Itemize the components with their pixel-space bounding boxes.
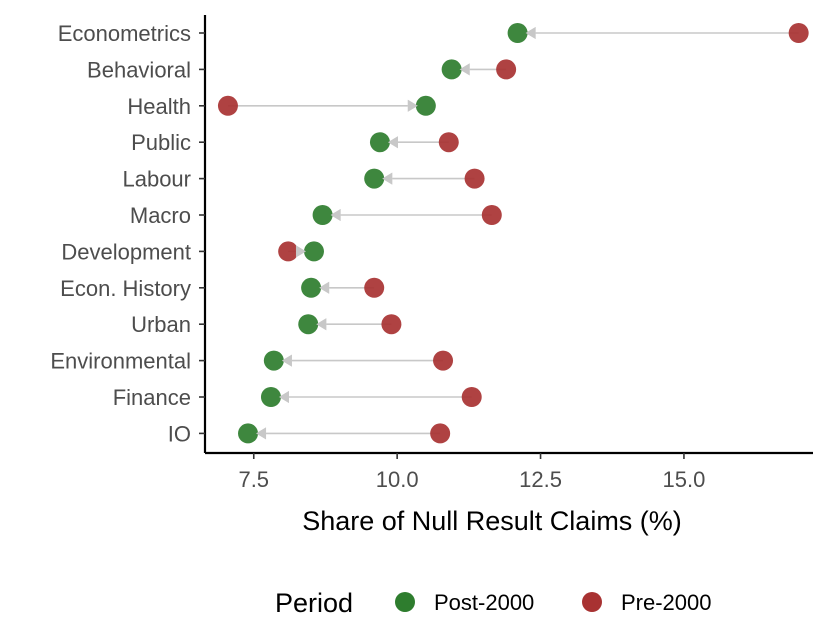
arrowhead-top-econ-history bbox=[319, 281, 330, 294]
y-tick-label-public: Public bbox=[131, 130, 191, 155]
point-pre-2000-macro bbox=[481, 205, 502, 225]
arrowhead-top-io bbox=[256, 427, 267, 440]
legend-label-post-2000: Post-2000 bbox=[434, 590, 534, 615]
point-post-2000-environmental bbox=[263, 350, 284, 371]
legend-label-pre-2000: Pre-2000 bbox=[621, 590, 712, 615]
point-post-2000-behavioral bbox=[441, 59, 462, 80]
y-tick-label-macro: Macro bbox=[130, 203, 191, 228]
point-pre-2000-econometrics bbox=[788, 23, 809, 43]
points-layer bbox=[217, 23, 809, 444]
arrowhead-top-behavioral bbox=[459, 63, 470, 76]
x-axis: 7.510.012.515.017. bbox=[205, 451, 813, 492]
y-tick-label-environmental: Environmental bbox=[50, 349, 191, 374]
point-post-2000-labour bbox=[364, 168, 385, 189]
x-axis-title: Share of Null Result Claims (%) bbox=[302, 506, 682, 536]
point-pre-2000-behavioral bbox=[496, 59, 517, 80]
arrowhead-top-development bbox=[295, 245, 306, 258]
y-tick-label-urban: Urban bbox=[131, 312, 191, 337]
x-tick-label: 15.0 bbox=[663, 467, 706, 492]
point-pre-2000-finance bbox=[461, 387, 482, 407]
y-tick-label-labour: Labour bbox=[122, 167, 191, 192]
point-post-2000-public bbox=[369, 132, 390, 153]
arrowhead-top-public bbox=[387, 136, 398, 149]
point-post-2000-macro bbox=[312, 205, 333, 225]
point-post-2000-urban bbox=[298, 314, 319, 335]
y-tick-label-behavioral: Behavioral bbox=[87, 57, 191, 82]
y-tick-label-health: Health bbox=[127, 94, 191, 119]
arrowhead-top-urban bbox=[316, 318, 327, 331]
arrowhead-top-macro bbox=[330, 209, 341, 221]
y-axis: Econometrics Behavioral Health Public Labour… bbox=[50, 15, 207, 453]
point-post-2000-health bbox=[415, 95, 436, 116]
arrowhead-top-health bbox=[407, 99, 418, 112]
legend: Period Post-2000 Pre-2000 bbox=[275, 588, 712, 618]
segments-layer bbox=[227, 27, 799, 440]
y-tick-label-finance: Finance bbox=[113, 385, 191, 410]
y-tick-label-econ-history: Econ. History bbox=[60, 276, 191, 301]
arrowhead-top-finance bbox=[278, 391, 289, 403]
point-pre-2000-urban bbox=[381, 314, 402, 335]
y-tick-label-development: Development bbox=[61, 239, 191, 264]
x-tick-label: 7.5 bbox=[238, 467, 269, 492]
arrowhead-top-labour bbox=[382, 172, 393, 185]
x-tick-label: 10.0 bbox=[376, 467, 419, 492]
legend-key-post-2000 bbox=[395, 592, 415, 612]
point-pre-2000-development bbox=[278, 241, 299, 262]
y-tick-label-econometrics: Econometrics bbox=[58, 21, 191, 46]
point-post-2000-econometrics bbox=[507, 23, 528, 43]
arrowhead-top-econometrics bbox=[525, 27, 536, 39]
point-post-2000-econ-history bbox=[301, 277, 322, 298]
legend-title: Period bbox=[275, 588, 353, 618]
point-post-2000-development bbox=[303, 241, 324, 262]
point-post-2000-io bbox=[238, 423, 259, 444]
arrowhead-top-environmental bbox=[281, 354, 292, 367]
point-pre-2000-labour bbox=[464, 168, 485, 189]
point-post-2000-finance bbox=[260, 387, 281, 407]
point-pre-2000-io bbox=[430, 423, 451, 444]
y-tick-label-io: IO bbox=[168, 421, 191, 446]
point-pre-2000-econ-history bbox=[364, 277, 385, 298]
x-tick-label: 12.5 bbox=[519, 467, 562, 492]
point-pre-2000-environmental bbox=[433, 350, 454, 371]
point-pre-2000-public bbox=[438, 132, 459, 153]
legend-key-pre-2000 bbox=[582, 592, 602, 612]
point-pre-2000-health bbox=[217, 95, 238, 116]
